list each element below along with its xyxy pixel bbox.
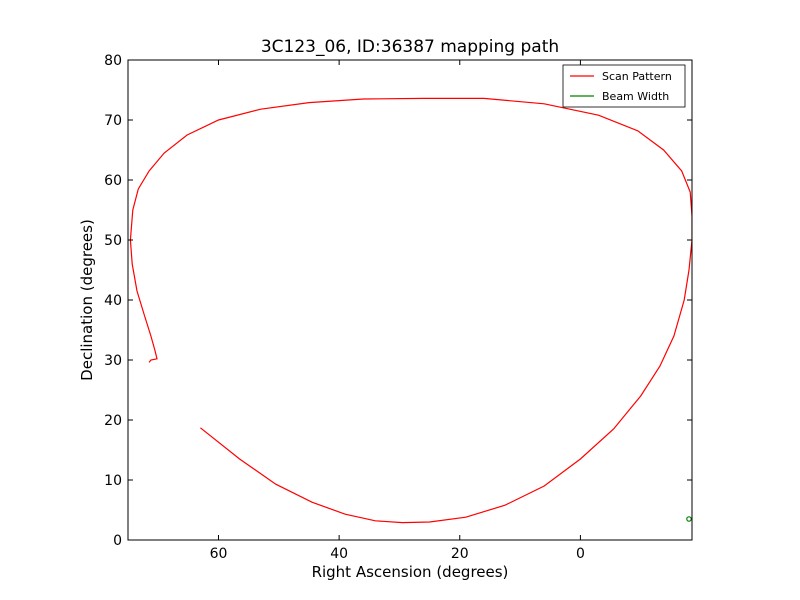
y-tick-label: 30 (104, 353, 122, 369)
y-tick-label: 60 (104, 173, 122, 189)
legend-label: Scan Pattern (602, 70, 672, 83)
plot-area: 60 40 20 0 0 10 20 30 40 50 60 70 80 (104, 53, 693, 562)
y-tick-label: 70 (104, 113, 122, 129)
y-tick-label: 50 (104, 233, 122, 249)
y-tick-label: 20 (104, 413, 122, 429)
legend: Scan Pattern Beam Width (562, 64, 686, 108)
y-axis-title: Declination (degrees) (78, 219, 96, 381)
y-tick-label: 10 (104, 473, 122, 489)
legend-box (562, 64, 686, 108)
x-tick-label: 20 (451, 546, 469, 562)
x-tick-label: 60 (210, 546, 228, 562)
y-tick-label: 0 (113, 533, 122, 549)
legend-label: Beam Width (602, 90, 669, 103)
series-line-scan-pattern (129, 97, 692, 524)
series-layer (129, 97, 692, 524)
plot-frame (127, 59, 693, 541)
y-tick-label: 80 (104, 53, 122, 69)
x-tick-label: 0 (576, 546, 585, 562)
y-tick-label: 40 (104, 293, 122, 309)
series-circle-beam-width (686, 516, 692, 522)
chart-title: 3C123_06, ID:36387 mapping path (261, 37, 559, 57)
x-axis-title: Right Ascension (degrees) (312, 563, 509, 581)
x-tick-label: 40 (330, 546, 348, 562)
